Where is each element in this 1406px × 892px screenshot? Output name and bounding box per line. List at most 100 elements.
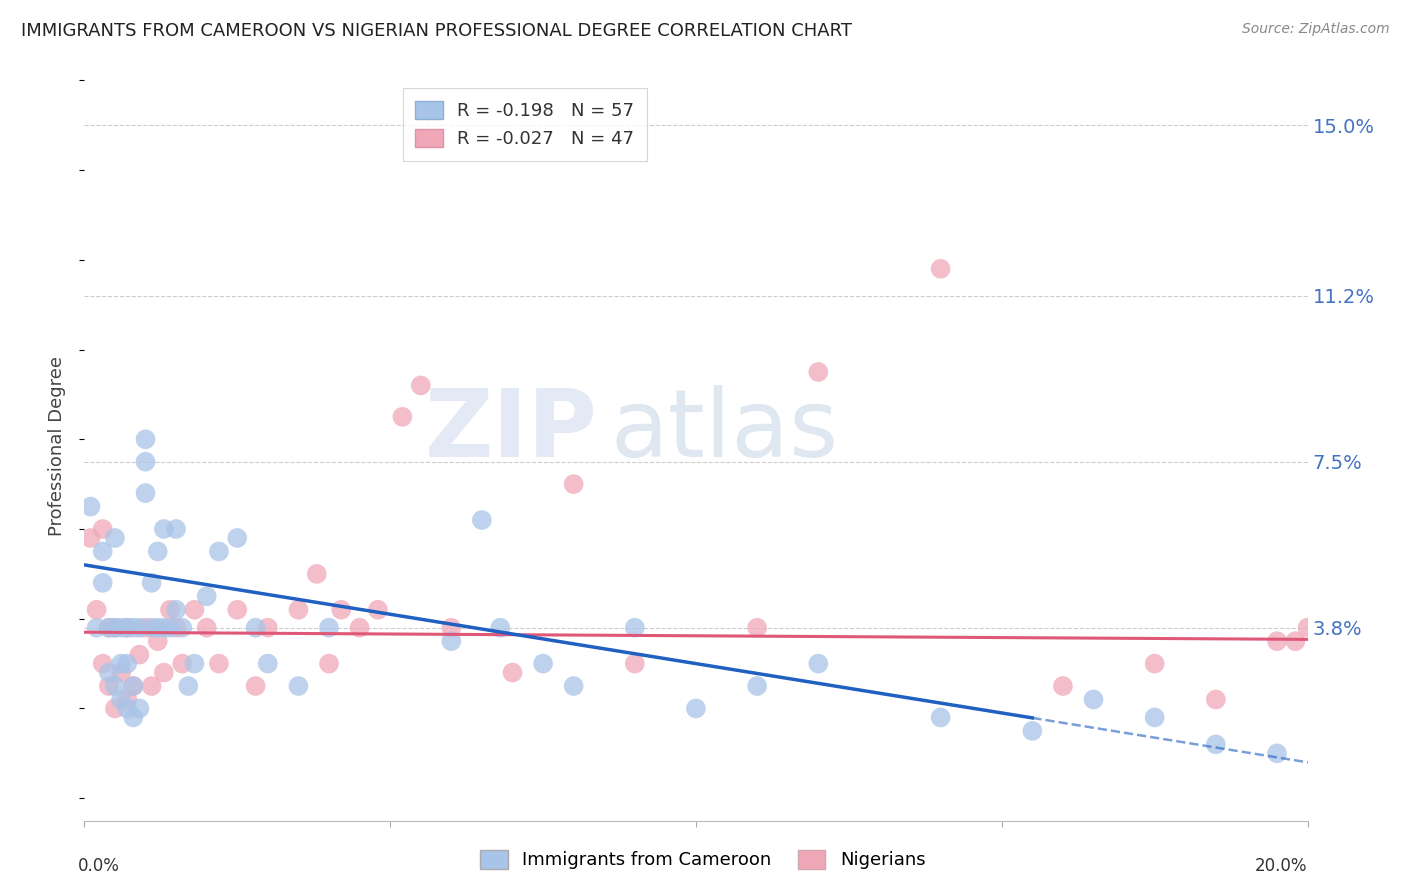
Point (624, 621, 647, 635)
Point (122, 679, 145, 693)
Point (115, 621, 138, 635)
Point (195, 621, 218, 635)
Point (97, 679, 120, 693)
Point (245, 621, 267, 635)
Point (153, 621, 176, 635)
Point (135, 486, 157, 500)
Point (97, 665, 120, 680)
Point (807, 365, 830, 379)
Point (257, 621, 280, 635)
Point (226, 603, 249, 617)
Point (104, 679, 127, 693)
Point (502, 665, 524, 680)
Point (79, 500, 101, 514)
Point (1021, 723, 1043, 738)
Point (440, 621, 463, 635)
Point (489, 621, 512, 635)
Point (115, 621, 138, 635)
Point (177, 679, 200, 693)
Point (110, 621, 132, 635)
Point (128, 648, 150, 662)
Point (128, 621, 150, 635)
Y-axis label: Professional Degree: Professional Degree (48, 356, 66, 536)
Point (104, 701, 127, 715)
Point (122, 710, 145, 724)
Point (115, 657, 138, 671)
Point (747, 621, 769, 635)
Point (1205, 692, 1227, 706)
Point (159, 603, 181, 617)
Point (440, 634, 463, 648)
Point (165, 603, 187, 617)
Text: IMMIGRANTS FROM CAMEROON VS NIGERIAN PROFESSIONAL DEGREE CORRELATION CHART: IMMIGRANTS FROM CAMEROON VS NIGERIAN PRO… (21, 22, 852, 40)
Point (91, 522, 114, 536)
Point (141, 679, 163, 693)
Point (562, 477, 585, 491)
Point (208, 657, 231, 671)
Point (159, 621, 181, 635)
Point (807, 657, 830, 671)
Point (141, 575, 163, 590)
Text: atlas: atlas (610, 385, 838, 477)
Point (146, 544, 169, 558)
Point (245, 679, 267, 693)
Legend: Immigrants from Cameroon, Nigerians: Immigrants from Cameroon, Nigerians (471, 841, 935, 879)
Point (91, 657, 114, 671)
Point (929, 710, 952, 724)
Point (122, 621, 145, 635)
Point (146, 634, 169, 648)
Point (330, 603, 353, 617)
Point (153, 522, 176, 536)
Point (141, 621, 163, 635)
Point (195, 590, 218, 604)
Point (624, 657, 647, 671)
Point (97, 621, 120, 635)
Point (135, 621, 157, 635)
Point (104, 621, 127, 635)
Point (305, 566, 328, 581)
Point (135, 455, 157, 469)
Point (115, 701, 138, 715)
Point (122, 679, 145, 693)
Point (1296, 621, 1319, 635)
Point (91, 575, 114, 590)
Point (110, 657, 132, 671)
Point (1265, 747, 1288, 761)
Text: ZIP: ZIP (425, 385, 598, 477)
Point (1052, 679, 1074, 693)
Point (1143, 657, 1166, 671)
Text: 20.0%: 20.0% (1256, 856, 1308, 874)
Point (153, 665, 176, 680)
Point (226, 531, 249, 545)
Point (1083, 692, 1105, 706)
Point (287, 603, 309, 617)
Point (318, 621, 340, 635)
Point (115, 692, 138, 706)
Point (349, 621, 371, 635)
Point (97, 621, 120, 635)
Point (165, 621, 187, 635)
Point (208, 544, 231, 558)
Point (183, 657, 205, 671)
Text: 0.0%: 0.0% (79, 856, 120, 874)
Point (562, 679, 585, 693)
Point (146, 621, 169, 635)
Point (86, 621, 108, 635)
Point (929, 261, 952, 276)
Point (172, 657, 194, 671)
Point (86, 603, 108, 617)
Point (685, 701, 707, 715)
Point (1205, 737, 1227, 751)
Point (1265, 634, 1288, 648)
Point (79, 531, 101, 545)
Point (257, 657, 280, 671)
Point (110, 665, 132, 680)
Point (391, 409, 413, 424)
Point (367, 603, 389, 617)
Point (172, 621, 194, 635)
Legend: R = -0.198   N = 57, R = -0.027   N = 47: R = -0.198 N = 57, R = -0.027 N = 47 (402, 88, 647, 161)
Point (318, 657, 340, 671)
Point (165, 522, 187, 536)
Point (110, 692, 132, 706)
Point (747, 679, 769, 693)
